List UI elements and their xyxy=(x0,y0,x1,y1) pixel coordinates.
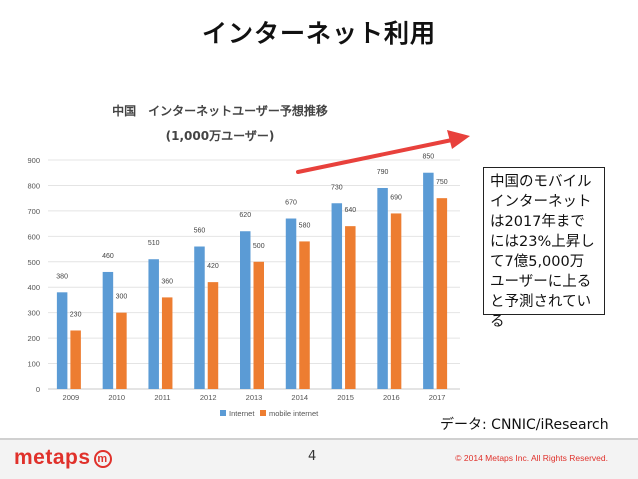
y-tick-label: 600 xyxy=(27,232,40,241)
x-tick-label: 2013 xyxy=(246,393,263,402)
data-label: 510 xyxy=(148,240,160,247)
data-label: 500 xyxy=(253,243,265,250)
source-label: データ: CNNIC/iResearch xyxy=(440,417,609,433)
legend-label: Internet xyxy=(229,409,255,418)
data-label: 230 xyxy=(70,311,82,318)
bar-mobile xyxy=(207,282,219,389)
y-tick-label: 900 xyxy=(27,156,40,165)
x-tick-label: 2016 xyxy=(383,393,400,402)
data-label: 730 xyxy=(331,184,343,191)
data-label: 690 xyxy=(390,194,402,201)
y-tick-label: 300 xyxy=(27,309,40,318)
copyright: © 2014 Metaps Inc. All Rights Reserved. xyxy=(455,453,608,463)
bar-mobile xyxy=(299,241,310,389)
data-label: 750 xyxy=(436,179,448,186)
bar-mobile xyxy=(390,213,402,389)
data-label: 420 xyxy=(207,263,219,270)
data-label: 360 xyxy=(161,278,173,285)
x-tick-label: 2015 xyxy=(337,393,354,402)
data-label: 300 xyxy=(116,294,128,301)
data-label: 460 xyxy=(102,253,114,260)
y-tick-label: 700 xyxy=(27,207,40,216)
bar-internet xyxy=(423,172,434,389)
bar-internet xyxy=(56,292,68,389)
data-label: 620 xyxy=(239,212,251,219)
bar-internet xyxy=(331,203,343,389)
x-tick-label: 2017 xyxy=(429,393,446,402)
x-tick-label: 2011 xyxy=(154,393,170,402)
annotation-note: 中国のモバイルインターネットは2017年までには23%上昇して7億5,000万ユ… xyxy=(483,167,605,330)
footer-divider xyxy=(0,438,638,440)
bar-internet xyxy=(148,259,159,389)
x-tick-label: 2010 xyxy=(108,393,125,402)
trend-arrow-line xyxy=(296,138,454,174)
slide-title: インターネット利用 xyxy=(201,19,436,48)
data-label: 850 xyxy=(423,154,435,161)
data-label: 790 xyxy=(377,169,389,176)
bar-chart: 0 100 200 300 400 500 600 700 800 900 380 230 2009 46… xyxy=(27,130,470,418)
x-tick-label: 2009 xyxy=(63,393,80,402)
y-tick-label: 800 xyxy=(27,181,40,190)
bar-internet xyxy=(102,271,114,389)
logo-text: metaps xyxy=(14,446,91,469)
y-tick-label: 200 xyxy=(27,334,40,343)
x-tick-label: 2012 xyxy=(200,393,217,402)
data-label: 640 xyxy=(344,207,356,214)
bar-mobile xyxy=(70,330,81,389)
page-number: 4 xyxy=(308,449,317,464)
legend-swatch xyxy=(260,410,266,416)
trend-arrow-head-icon xyxy=(447,130,470,149)
bar-internet xyxy=(194,246,205,389)
legend-label: mobile internet xyxy=(269,409,319,418)
chart-title: 中国 インターネットユーザー予想推移 xyxy=(112,104,328,118)
data-label: 560 xyxy=(194,228,206,235)
y-tick-label: 0 xyxy=(36,385,40,394)
bar-mobile xyxy=(436,198,448,389)
y-tick-label: 400 xyxy=(27,283,40,292)
bar-mobile xyxy=(116,312,127,389)
x-tick-label: 2014 xyxy=(291,393,308,402)
chart-subtitle: (1,000万ユーザー) xyxy=(165,129,275,143)
data-label: 670 xyxy=(285,200,297,207)
bar-mobile xyxy=(345,226,356,389)
y-tick-label: 100 xyxy=(27,360,40,369)
bar-internet xyxy=(285,218,297,389)
bar-mobile xyxy=(253,261,264,389)
metaps-logo: metaps m xyxy=(14,446,112,470)
y-tick-label: 500 xyxy=(27,258,40,267)
data-label: 580 xyxy=(299,222,311,229)
bar-internet xyxy=(377,187,388,389)
bar-internet xyxy=(240,231,251,389)
bar-mobile xyxy=(161,297,173,389)
logo-mark-icon: m xyxy=(93,450,112,468)
data-label: 380 xyxy=(56,273,68,280)
legend-swatch xyxy=(220,410,226,416)
